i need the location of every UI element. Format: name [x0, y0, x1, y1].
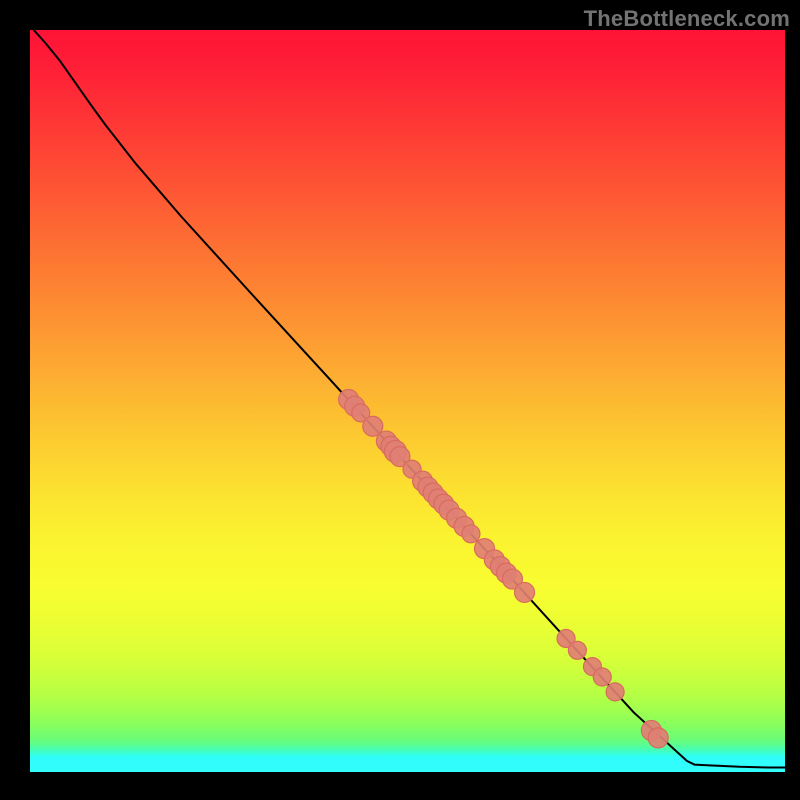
data-marker: [648, 728, 668, 748]
data-marker: [606, 683, 624, 701]
chart-canvas: TheBottleneck.com: [0, 0, 800, 800]
plot-svg: [30, 30, 785, 772]
watermark-text: TheBottleneck.com: [584, 6, 790, 32]
data-marker: [515, 582, 535, 602]
data-marker: [462, 525, 480, 543]
data-marker: [568, 641, 586, 659]
curve-line: [34, 30, 785, 768]
plot-area: [30, 30, 785, 772]
data-marker: [593, 668, 611, 686]
